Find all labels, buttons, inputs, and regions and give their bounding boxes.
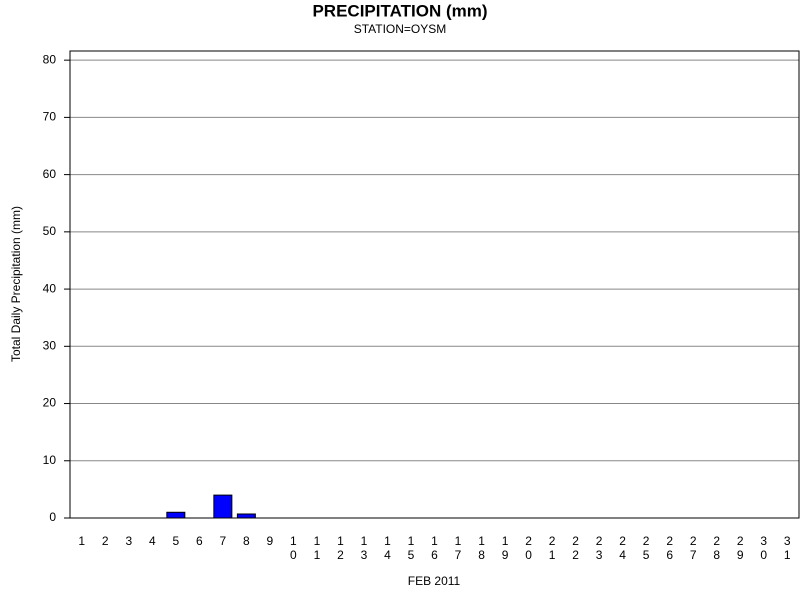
bar bbox=[236, 513, 256, 519]
x-tick-label: 2 bbox=[102, 534, 109, 548]
x-tick-label: 9 bbox=[267, 534, 274, 548]
x-tick-label: 3 bbox=[125, 534, 132, 548]
y-tick-label: 0 bbox=[49, 510, 56, 524]
y-tick-label: 10 bbox=[43, 453, 57, 467]
y-tick-label: 70 bbox=[43, 110, 57, 124]
y-tick-label: 40 bbox=[43, 281, 57, 295]
y-tick-label: 20 bbox=[43, 396, 57, 410]
y-tick-label: 50 bbox=[43, 224, 57, 238]
x-tick-label: 6 bbox=[196, 534, 203, 548]
y-tick-label: 80 bbox=[43, 52, 57, 66]
y-axis-label: Total Daily Precipitation (mm) bbox=[9, 206, 23, 362]
y-tick-label: 30 bbox=[43, 338, 57, 352]
y-tick-label: 60 bbox=[43, 167, 57, 181]
x-tick-label: 7 bbox=[220, 534, 227, 548]
x-tick-label: 8 bbox=[243, 534, 250, 548]
x-axis-label: FEB 2011 bbox=[408, 574, 461, 588]
chart-subtitle: STATION=OYSM bbox=[354, 22, 447, 36]
x-tick-label: 5 bbox=[172, 534, 179, 548]
bar bbox=[166, 511, 186, 519]
bar bbox=[213, 494, 233, 519]
plot-frame bbox=[69, 50, 800, 519]
chart-title: PRECIPITATION (mm) bbox=[312, 1, 487, 20]
x-tick-label: 1 bbox=[78, 534, 85, 548]
x-tick-label: 4 bbox=[149, 534, 156, 548]
